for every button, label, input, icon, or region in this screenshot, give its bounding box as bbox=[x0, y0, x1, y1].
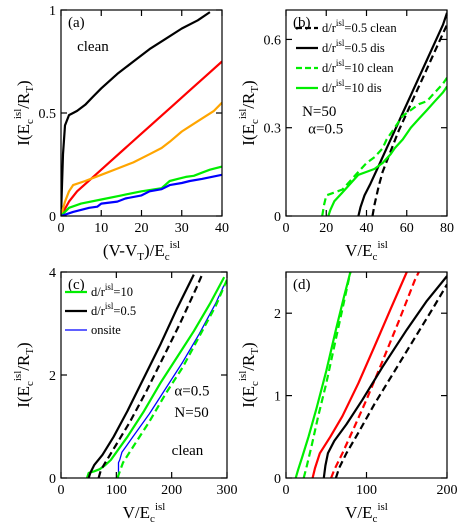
legend: d/risl=0.5 clean d/risl=0.5 dis d/risl=10 … bbox=[296, 18, 397, 95]
series-line-black-solid bbox=[61, 11, 211, 216]
series-line-green-dashed bbox=[116, 279, 227, 478]
x-axis-title: V/Ecisl bbox=[345, 239, 388, 263]
series-group bbox=[85, 274, 227, 478]
x-tick-label: 0 bbox=[58, 221, 65, 236]
panel-a: 0 10 20 30 40 0 0.5 1 (a) (V-VT)/Ecisl I(Ecisl/RT)… bbox=[12, 4, 229, 263]
series-line-black-dashed bbox=[97, 274, 204, 478]
series-line-blue-solid bbox=[117, 284, 225, 478]
series-line-green-dashed bbox=[302, 272, 352, 478]
y-tick-label: 2 bbox=[49, 369, 56, 384]
series-line-red-solid bbox=[311, 272, 408, 478]
series-line-black-solid bbox=[322, 275, 447, 478]
x-tick-label: 0 bbox=[58, 483, 65, 498]
series-line-black-solid bbox=[87, 274, 195, 478]
x-tick-label: 200 bbox=[161, 483, 182, 498]
y-tick-label: 4 bbox=[49, 266, 56, 281]
x-tick-label: 100 bbox=[106, 483, 127, 498]
x-tick-label: 0 bbox=[283, 483, 290, 498]
annotation: clean bbox=[172, 443, 204, 459]
panel-label: (c) bbox=[68, 277, 85, 293]
x-axis-title: V/Ecisl bbox=[123, 501, 166, 525]
y-axis-title: I(Ecisl/RT) bbox=[12, 342, 36, 407]
x-axis-title: (V-VT)/Ecisl bbox=[103, 239, 180, 263]
legend-entry: onsite bbox=[91, 323, 121, 337]
y-tick-label: 0 bbox=[49, 472, 56, 487]
series-line-green-solid bbox=[61, 165, 222, 216]
y-tick-label: 1 bbox=[274, 390, 281, 405]
y-axis-title: I(Ecisl/RT) bbox=[237, 342, 261, 407]
x-tick-label: 10 bbox=[94, 221, 108, 236]
panel-d: 0 100 200 0 1 2 (d) V/Ecisl I(Ecisl/RT) bbox=[237, 271, 457, 525]
series-line-green-solid bbox=[327, 85, 447, 216]
panel-label: (d) bbox=[293, 277, 311, 293]
x-tick-label: 30 bbox=[175, 221, 189, 236]
y-tick-label: 0.6 bbox=[264, 33, 282, 48]
legend-entry: d/risl=10 bbox=[91, 282, 133, 299]
series-line-red-solid bbox=[61, 60, 222, 216]
annotation: N=50 bbox=[174, 405, 208, 421]
x-tick-label: 60 bbox=[400, 221, 414, 236]
series-group bbox=[321, 12, 447, 216]
x-tick-label: 40 bbox=[360, 221, 374, 236]
x-tick-label: 0 bbox=[283, 221, 290, 236]
x-tick-label: 300 bbox=[217, 483, 238, 498]
x-tick-label: 80 bbox=[440, 221, 454, 236]
series-group bbox=[61, 11, 222, 216]
y-tick-label: 1 bbox=[49, 4, 56, 19]
x-axis-title: V/Ecisl bbox=[345, 501, 388, 525]
y-tick-label: 0 bbox=[274, 210, 281, 225]
annotation: α=0.5 bbox=[174, 384, 209, 400]
legend-entry: d/risl=0.5 dis bbox=[322, 38, 385, 55]
x-tick-label: 40 bbox=[215, 221, 229, 236]
series-line-green-solid bbox=[294, 272, 352, 478]
panel-c: 0 100 200 300 0 2 4 (c) V/Ecisl I(Ecisl/RT) α=0.5 N… bbox=[12, 266, 238, 525]
y-tick-label: 0 bbox=[274, 472, 281, 487]
annotation: α=0.5 bbox=[308, 122, 343, 138]
x-tick-label: 20 bbox=[319, 221, 333, 236]
series-line-red-dashed bbox=[330, 272, 420, 478]
series-line-black-dashed bbox=[371, 24, 447, 216]
series-line-black-dashed bbox=[334, 283, 447, 478]
annotation: N=50 bbox=[302, 104, 336, 120]
legend-entry: d/risl=10 dis bbox=[322, 78, 382, 95]
y-axis-title: I(Ecisl/RT) bbox=[237, 80, 261, 145]
plot-frame bbox=[285, 271, 448, 479]
x-tick-label: 200 bbox=[437, 483, 457, 498]
series-line-green-solid bbox=[85, 276, 226, 478]
x-tick-label: 100 bbox=[356, 483, 377, 498]
series-line-blue-solid bbox=[61, 173, 222, 216]
y-tick-label: 0.3 bbox=[264, 122, 282, 137]
series-line-orange-solid bbox=[61, 101, 222, 216]
x-tick-label: 20 bbox=[135, 221, 149, 236]
y-tick-label: 0 bbox=[49, 210, 56, 225]
y-axis-title: I(Ecisl/RT) bbox=[12, 80, 36, 145]
panel-label: (a) bbox=[68, 15, 85, 31]
annotation: clean bbox=[77, 39, 109, 55]
panel-b: 0 20 40 60 8000.30.6(b)V/EcislI(Ecisl/RT)N=5… bbox=[237, 9, 454, 263]
series-group bbox=[294, 272, 447, 478]
legend-entry: d/risl=0.5 clean bbox=[322, 18, 397, 35]
y-tick-label: 0.5 bbox=[39, 107, 57, 122]
y-tick-label: 2 bbox=[274, 307, 281, 322]
legend-entry: d/risl=0.5 bbox=[91, 301, 136, 318]
legend-entry: d/risl=10 clean bbox=[322, 58, 394, 75]
legend: d/risl=10 d/risl=0.5 onsite bbox=[65, 282, 136, 337]
